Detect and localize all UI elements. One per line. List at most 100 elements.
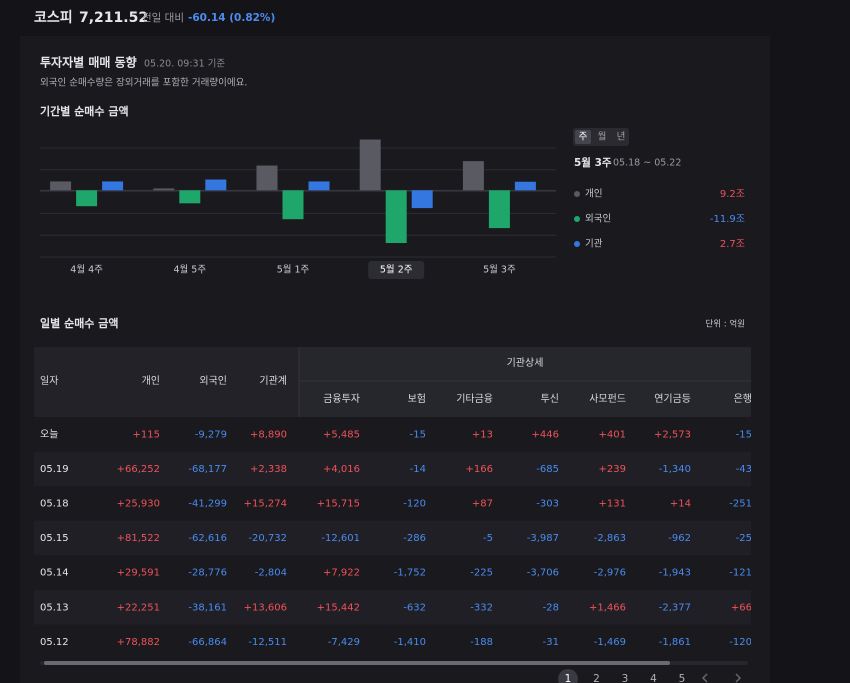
chart-title: 기간별 순매수 금액: [40, 104, 129, 118]
value-cell: -303: [536, 499, 559, 510]
value-cell: +401: [599, 429, 626, 440]
table-unit: 단위 : 억원: [705, 319, 745, 330]
header-right: [299, 347, 751, 417]
value-cell: +78,882: [117, 637, 160, 648]
bar: [153, 188, 175, 191]
value-cell: -120: [729, 637, 752, 648]
column-header: 투신: [541, 393, 559, 405]
current-page: [558, 669, 578, 683]
value-cell: +4,016: [323, 464, 360, 475]
value-cell: -1,340: [659, 464, 691, 475]
page-number[interactable]: 1: [565, 673, 572, 683]
selected-period: 5월 3주: [574, 156, 612, 169]
value-cell: +8,890: [250, 429, 287, 440]
value-cell: +2,338: [250, 464, 287, 475]
bar: [76, 190, 98, 207]
value-cell: +131: [599, 499, 626, 510]
legend-name: 기관: [585, 239, 603, 250]
column-header: 개인: [142, 375, 160, 387]
value-cell: -12,601: [321, 533, 360, 544]
value-cell: -15: [736, 429, 752, 440]
x-tick-label: 5월 3주: [483, 264, 516, 276]
bar: [102, 181, 124, 191]
legend-dot: [574, 191, 580, 197]
bar: [514, 181, 536, 191]
date-cell: 05.19: [40, 464, 69, 475]
period-tab[interactable]: 년: [617, 132, 626, 143]
value-cell: +14: [670, 499, 691, 510]
row-background: [34, 590, 751, 625]
x-tick-label: 4월 4주: [70, 264, 103, 276]
value-cell: +2,573: [654, 429, 691, 440]
value-cell: -25: [736, 533, 752, 544]
value-cell: -251: [729, 499, 752, 510]
column-header: 기타금융: [456, 393, 493, 405]
value-cell: +15,442: [317, 602, 360, 613]
value-cell: -66,864: [188, 637, 227, 648]
column-header: 보험: [408, 393, 426, 405]
value-cell: +239: [599, 464, 626, 475]
index-value: 7,211.52: [79, 10, 148, 26]
value-cell: -3,987: [527, 533, 559, 544]
value-cell: +66,252: [117, 464, 160, 475]
row-background: [34, 451, 751, 487]
change: -60.14 (0.82%): [188, 12, 275, 24]
value-cell: +13,606: [244, 602, 287, 613]
bar: [50, 181, 72, 191]
value-cell: -15: [410, 429, 426, 440]
x-tick-label: 5월 2주: [380, 264, 413, 276]
value-cell: -12,511: [248, 637, 287, 648]
page-number[interactable]: 4: [650, 673, 657, 683]
value-cell: -28,776: [188, 568, 227, 579]
value-cell: -1,410: [394, 637, 426, 648]
value-cell: +7,922: [323, 568, 360, 579]
value-cell: -5: [483, 533, 493, 544]
bar: [488, 190, 510, 229]
value-cell: +13: [472, 429, 493, 440]
value-cell: +166: [466, 464, 493, 475]
legend-value: -11.9조: [710, 214, 745, 225]
scroll-thumb[interactable]: [44, 661, 670, 665]
value-cell: +15,274: [244, 499, 287, 510]
value-cell: +446: [532, 429, 559, 440]
period-tab[interactable]: 월: [598, 131, 607, 143]
row-background: [34, 520, 751, 556]
value-cell: -38,161: [188, 602, 227, 613]
column-header: 금융투자: [323, 393, 360, 405]
legend-value: 2.7조: [720, 239, 745, 250]
page-number[interactable]: 3: [622, 673, 629, 683]
value-cell: -62,616: [188, 533, 227, 544]
value-cell: -3,706: [527, 568, 559, 579]
value-cell: +66: [731, 602, 752, 613]
value-cell: +15,715: [317, 499, 360, 510]
period-tab[interactable]: 주: [579, 132, 588, 143]
page-arrows[interactable]: [701, 673, 742, 683]
value-cell: -1,469: [594, 637, 626, 648]
bar: [256, 165, 278, 191]
timestamp: 05.20. 09:31 기준: [144, 59, 225, 70]
date-cell: 05.18: [40, 499, 69, 510]
bar: [359, 139, 381, 191]
value-cell: +25,930: [117, 499, 160, 510]
value-cell: +5,485: [323, 429, 360, 440]
value-cell: +81,522: [117, 533, 160, 544]
value-cell: -14: [410, 464, 426, 475]
bar: [411, 190, 433, 209]
table-title: 일별 순매수 금액: [40, 316, 119, 330]
value-cell: -2,377: [659, 602, 691, 613]
date-cell: 05.12: [40, 637, 69, 648]
group-header: 기관상세: [507, 357, 544, 369]
value-cell: +1,466: [589, 602, 626, 613]
value-cell: -20,732: [248, 533, 287, 544]
column-header: 연기금등: [654, 393, 691, 405]
value-cell: -9,279: [195, 429, 227, 440]
page-number[interactable]: 5: [679, 673, 686, 683]
index-name: 코스피: [34, 10, 73, 26]
category-highlight[interactable]: [368, 261, 425, 279]
value-cell: -121: [729, 568, 752, 579]
page-number[interactable]: 2: [593, 673, 600, 683]
value-cell: -1,943: [659, 568, 691, 579]
bar: [385, 190, 407, 244]
